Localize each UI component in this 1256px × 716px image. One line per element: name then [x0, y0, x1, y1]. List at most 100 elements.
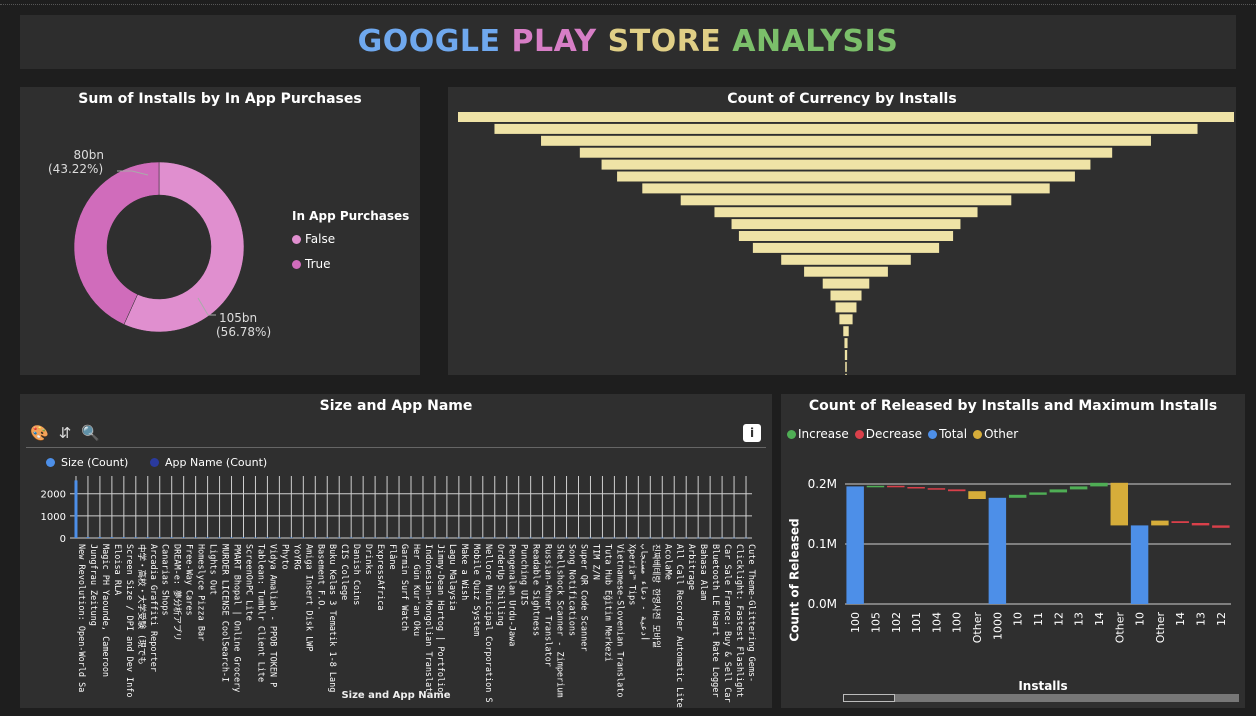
- size-chart-bar[interactable]: [110, 537, 114, 538]
- donut-slice-false[interactable]: [123, 161, 245, 333]
- size-chart-bar[interactable]: [241, 537, 245, 538]
- size-chart-bar[interactable]: [660, 537, 664, 539]
- size-chart-bar[interactable]: [182, 537, 186, 538]
- funnel-bar[interactable]: [731, 219, 961, 230]
- waterfall-bar-decrease[interactable]: [887, 485, 905, 488]
- donut-slice-true[interactable]: [73, 161, 160, 325]
- size-chart-bar[interactable]: [313, 537, 317, 539]
- size-chart-bar[interactable]: [493, 537, 497, 539]
- waterfall-bar-increase[interactable]: [1029, 492, 1047, 495]
- size-chart-bar[interactable]: [265, 537, 269, 538]
- funnel-bar[interactable]: [845, 361, 847, 372]
- size-chart-bar[interactable]: [146, 537, 150, 538]
- funnel-bar[interactable]: [680, 195, 1012, 206]
- palette-icon[interactable]: 🎨: [30, 424, 49, 442]
- size-chart-bar[interactable]: [636, 537, 640, 539]
- size-chart-bar[interactable]: [277, 537, 281, 539]
- waterfall-bar-increase[interactable]: [1090, 482, 1108, 487]
- size-chart-bar[interactable]: [696, 537, 700, 539]
- size-chart-bar[interactable]: [672, 537, 676, 539]
- waterfall-bar-increase[interactable]: [866, 485, 885, 488]
- funnel-bar[interactable]: [617, 171, 1075, 182]
- size-chart-bar[interactable]: [170, 537, 174, 538]
- size-chart-bar[interactable]: [206, 537, 210, 538]
- size-chart-bar[interactable]: [218, 537, 222, 538]
- size-chart-bar[interactable]: [529, 537, 533, 539]
- size-chart-bar[interactable]: [505, 537, 509, 539]
- size-chart-bar[interactable]: [612, 537, 616, 539]
- size-chart-bar[interactable]: [481, 537, 485, 539]
- size-chart-bar[interactable]: [648, 537, 652, 539]
- funnel-bar[interactable]: [844, 350, 848, 360]
- waterfall-bar-other[interactable]: [968, 491, 986, 499]
- funnel-bar[interactable]: [844, 338, 848, 349]
- funnel-bar[interactable]: [752, 242, 940, 253]
- size-chart-bar[interactable]: [158, 537, 162, 538]
- funnel-chart-panel[interactable]: Count of Currency by Installs: [448, 87, 1236, 375]
- waterfall-bar-increase[interactable]: [1069, 486, 1088, 490]
- waterfall-bar-total[interactable]: [846, 486, 864, 604]
- size-chart-bar[interactable]: [421, 537, 425, 539]
- legend-item-false[interactable]: False: [292, 232, 335, 246]
- size-chart-bar[interactable]: [457, 537, 461, 539]
- zoom-icon[interactable]: 🔍: [81, 424, 100, 442]
- size-chart-bar[interactable]: [600, 537, 604, 539]
- funnel-bar[interactable]: [804, 266, 888, 277]
- funnel-bar[interactable]: [830, 290, 862, 301]
- legend-item-increase[interactable]: Increase: [787, 427, 849, 441]
- size-chart-bar[interactable]: [720, 537, 724, 539]
- size-chart-bar[interactable]: [732, 537, 736, 539]
- size-chart-bar[interactable]: [337, 537, 341, 539]
- waterfall-bar-other[interactable]: [1151, 520, 1169, 526]
- legend-item-size-count[interactable]: Size (Count): [46, 456, 128, 469]
- size-chart-bar[interactable]: [469, 537, 473, 539]
- funnel-bar[interactable]: [601, 159, 1091, 170]
- size-chart-bar[interactable]: [565, 537, 569, 539]
- legend-item-true[interactable]: True: [292, 257, 331, 271]
- funnel-bar[interactable]: [642, 183, 1050, 194]
- waterfall-chart-panel[interactable]: Count of Released by Installs and Maximu…: [781, 394, 1245, 708]
- size-chart-bar[interactable]: [98, 537, 102, 538]
- size-chart-bar[interactable]: [624, 537, 628, 539]
- size-chart-bar[interactable]: [385, 537, 389, 539]
- size-chart-bar[interactable]: [74, 480, 78, 538]
- size-chart-bar[interactable]: [409, 537, 413, 539]
- legend-item-other[interactable]: Other: [973, 427, 1018, 441]
- funnel-bar[interactable]: [458, 112, 1234, 122]
- size-chart-bar[interactable]: [541, 537, 545, 539]
- waterfall-bar-decrease[interactable]: [1212, 525, 1230, 528]
- size-chart-bar[interactable]: [301, 537, 305, 539]
- funnel-bar[interactable]: [835, 302, 857, 313]
- funnel-bar[interactable]: [714, 207, 978, 218]
- size-chart-bar[interactable]: [553, 537, 557, 539]
- donut-chart-panel[interactable]: Sum of Installs by In App Purchases 80bn…: [20, 87, 420, 375]
- info-icon[interactable]: i: [743, 424, 761, 442]
- waterfall-bar-other[interactable]: [1110, 482, 1128, 526]
- funnel-bar[interactable]: [781, 254, 911, 265]
- size-chart-bar[interactable]: [577, 537, 581, 539]
- size-chart-bar[interactable]: [289, 537, 293, 539]
- waterfall-bar-total[interactable]: [988, 497, 1007, 604]
- size-chart-bar[interactable]: [684, 537, 688, 539]
- legend-item-app-name-count[interactable]: App Name (Count): [150, 456, 267, 469]
- funnel-bar[interactable]: [579, 147, 1113, 158]
- size-chart-bar[interactable]: [517, 537, 521, 539]
- size-chart-bar[interactable]: [445, 537, 449, 539]
- legend-item-decrease[interactable]: Decrease: [854, 427, 922, 441]
- funnel-bar[interactable]: [839, 314, 853, 325]
- funnel-bar[interactable]: [822, 278, 870, 289]
- size-chart-bar[interactable]: [433, 537, 437, 539]
- size-chart-bar[interactable]: [744, 537, 748, 539]
- size-chart-bar[interactable]: [325, 537, 329, 539]
- size-chart-bar[interactable]: [253, 537, 257, 538]
- size-chart-bar[interactable]: [230, 537, 234, 538]
- size-chart-bar[interactable]: [361, 537, 365, 539]
- size-chart-bar[interactable]: [373, 537, 377, 539]
- waterfall-scrollbar-thumb[interactable]: [843, 694, 895, 702]
- waterfall-bar-decrease[interactable]: [907, 487, 925, 489]
- waterfall-bar-increase[interactable]: [1049, 489, 1068, 493]
- size-chart-bar[interactable]: [397, 537, 401, 539]
- sort-icon[interactable]: ⇵: [58, 424, 72, 442]
- size-chart-bar[interactable]: [134, 537, 138, 538]
- legend-item-total[interactable]: Total: [928, 427, 967, 441]
